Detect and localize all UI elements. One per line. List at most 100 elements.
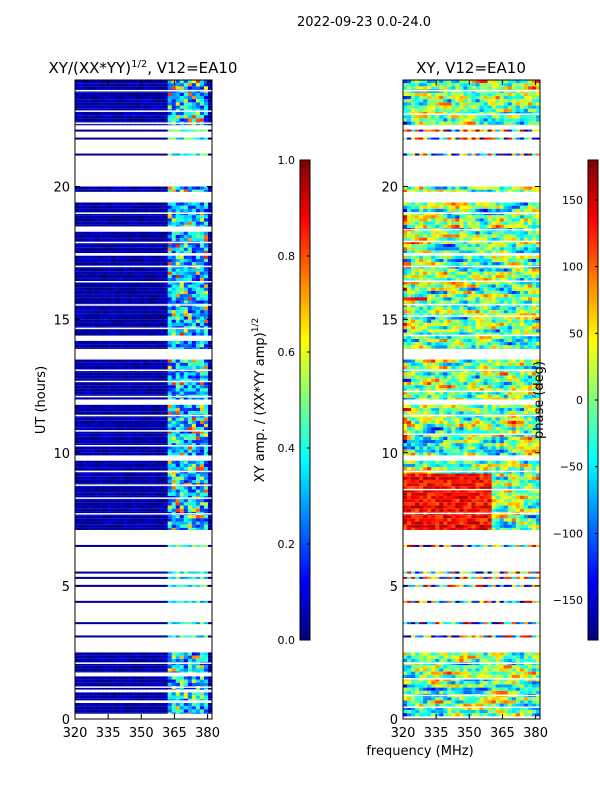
heatmap-line [135, 622, 140, 625]
heatmap-cell [163, 105, 169, 109]
heatmap-cell [79, 378, 84, 382]
heatmap-cell [91, 300, 96, 304]
heatmap-cell [119, 460, 124, 464]
heatmap-cell [151, 278, 156, 282]
heatmap-line [147, 584, 152, 587]
heatmap-cell [191, 467, 197, 471]
heatmap-cell [103, 96, 108, 100]
heatmap-cell [87, 446, 92, 450]
heatmap-cell [507, 655, 513, 659]
heatmap-cell [131, 92, 136, 96]
heatmap-cell [163, 665, 169, 669]
heatmap-cell [83, 234, 88, 239]
heatmap-cell [167, 473, 173, 477]
heatmap-cell [159, 404, 165, 409]
heatmap-cell [127, 430, 132, 434]
heatmap-cell [499, 658, 505, 663]
heatmap-cell [127, 433, 132, 437]
heatmap-line [111, 153, 116, 156]
heatmap-line [103, 584, 108, 587]
heatmap-cell [99, 692, 104, 696]
heatmap-cell [199, 473, 205, 477]
heatmap-cell [91, 92, 96, 96]
heatmap-cell [207, 112, 212, 116]
heatmap-cell [139, 499, 144, 503]
heatmap-line [95, 153, 100, 156]
heatmap-cell [115, 105, 120, 109]
heatmap-cell [159, 408, 165, 412]
heatmap-cell [187, 102, 193, 106]
heatmap-line [95, 571, 100, 574]
heatmap-cell [79, 274, 84, 279]
heatmap-cell [147, 215, 152, 219]
heatmap-cell [139, 443, 144, 447]
heatmap-cell [207, 247, 212, 251]
heatmap-cell [195, 518, 201, 522]
heatmap-cell [171, 284, 177, 288]
heatmap-cell [123, 238, 128, 242]
heatmap-cell [171, 231, 177, 235]
heatmap-cell [95, 391, 100, 395]
heatmap-line [167, 584, 173, 587]
heatmap-cell [103, 502, 108, 506]
heatmap-cell [203, 290, 209, 295]
heatmap-cell [107, 712, 112, 714]
heatmap-cell [159, 411, 165, 415]
heatmap-cell [103, 297, 108, 301]
heatmap-cell [119, 281, 124, 285]
heatmap-cell [207, 388, 212, 392]
heatmap-cell [123, 505, 128, 509]
heatmap-cell [75, 420, 80, 425]
heatmap-cell [75, 698, 80, 701]
heatmap-cell [135, 224, 140, 227]
heatmap-cell [99, 92, 104, 96]
heatmap-cell [111, 234, 116, 239]
heatmap-cell [207, 208, 212, 213]
heatmap-cell [111, 205, 116, 209]
heatmap-cell [187, 695, 193, 699]
heatmap-cell [115, 268, 120, 272]
heatmap-cell [131, 271, 136, 275]
heatmap-cell [135, 310, 140, 314]
heatmap-cell [107, 460, 112, 464]
heatmap-cell [203, 322, 209, 327]
heatmap-cell [159, 297, 165, 301]
heatmap-cell [87, 115, 92, 119]
heatmap-cell [87, 284, 92, 288]
heatmap-cell [183, 397, 189, 400]
heatmap-cell [203, 449, 209, 453]
heatmap-cell [195, 427, 201, 431]
heatmap-cell [135, 452, 140, 456]
heatmap-cell [199, 218, 205, 222]
heatmap-cell [127, 281, 132, 285]
heatmap-cell [75, 479, 80, 484]
heatmap-cell [127, 658, 132, 663]
heatmap-line [163, 622, 169, 625]
heatmap-cell [203, 96, 209, 100]
heatmap-cell [135, 281, 140, 285]
heatmap-cell [139, 231, 144, 235]
heatmap-cell [95, 492, 100, 496]
heatmap-cell [123, 313, 128, 317]
heatmap-cell [163, 205, 169, 209]
heatmap-cell [159, 92, 165, 96]
heatmap-cell [75, 671, 80, 673]
heatmap-cell [131, 189, 136, 192]
heatmap-cell [99, 420, 104, 425]
heatmap-line [183, 600, 189, 603]
heatmap-cell [155, 105, 161, 109]
heatmap-cell [143, 703, 148, 707]
heatmap-cell [79, 655, 84, 659]
heatmap-cell [115, 86, 120, 90]
heatmap-cell [187, 332, 193, 336]
heatmap-line [163, 137, 169, 140]
heatmap-cell [103, 247, 108, 251]
heatmap-cell [123, 112, 128, 116]
heatmap-cell [143, 247, 148, 251]
heatmap-line [103, 576, 108, 579]
heatmap-line [123, 571, 128, 574]
heatmap-cell [183, 476, 189, 480]
heatmap-cell [131, 385, 136, 389]
heatmap-cell [187, 473, 193, 477]
heatmap-cell [207, 274, 212, 279]
